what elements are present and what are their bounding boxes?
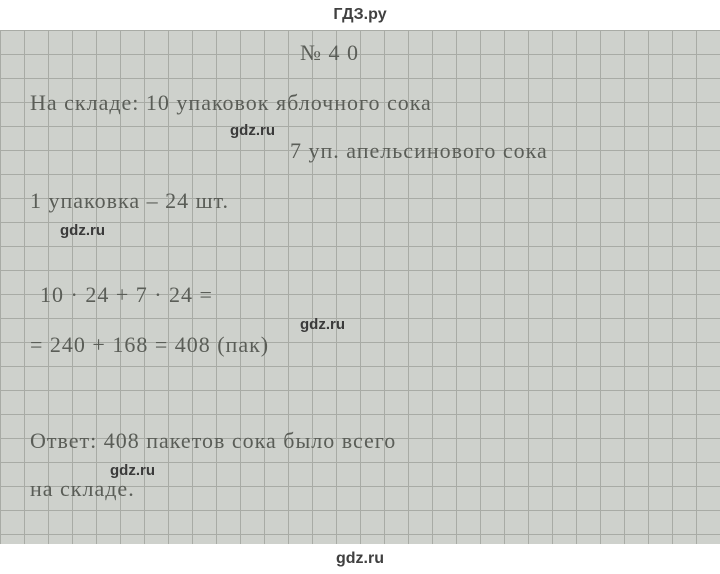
line-6: Ответ: 408 пакетов сока было всего [30, 428, 396, 454]
line-7: на складе. [30, 476, 135, 502]
footer-text: gdz.ru [336, 550, 384, 567]
watermark-3: gdz.ru [300, 316, 345, 333]
page-header: ГДЗ.ру [0, 0, 720, 30]
line-1: На складе: 10 упаковок яблочного сока [30, 90, 432, 116]
line-2: 7 уп. апельсинового сока [290, 138, 548, 164]
watermark-2: gdz.ru [60, 222, 105, 239]
watermark-1: gdz.ru [230, 122, 275, 139]
page-footer: gdz.ru [0, 544, 720, 574]
watermark-4: gdz.ru [110, 462, 155, 479]
line-4: 10 · 24 + 7 · 24 = [40, 282, 213, 308]
line-5: = 240 + 168 = 408 (пак) [30, 332, 269, 358]
notebook-paper: № 4 0 На складе: 10 упаковок яблочного с… [0, 30, 720, 544]
header-text: ГДЗ.ру [333, 6, 386, 23]
line-3: 1 упаковка – 24 шт. [30, 188, 229, 214]
problem-number: № 4 0 [300, 40, 359, 66]
